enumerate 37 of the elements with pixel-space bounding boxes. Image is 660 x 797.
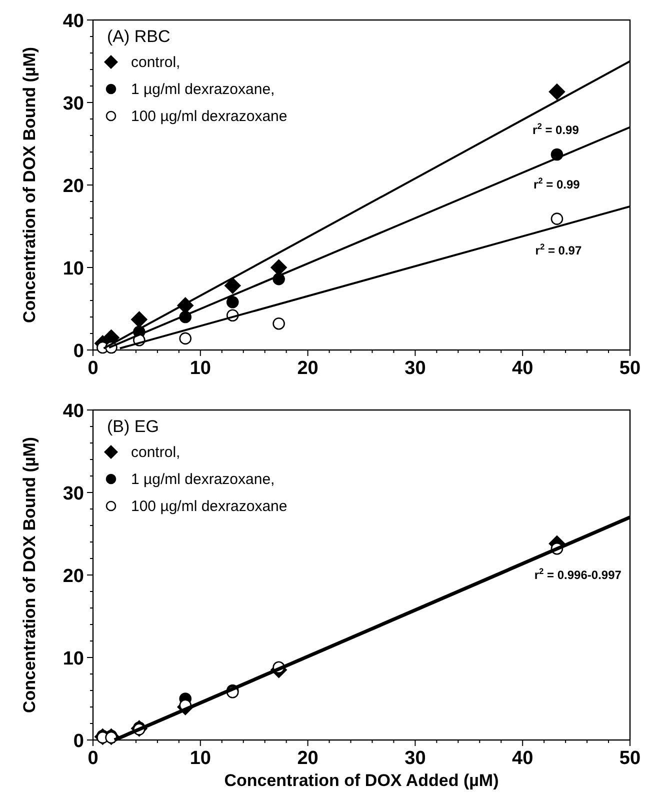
y-tick-label: 30 [62, 94, 84, 114]
x-tick-label: 50 [619, 748, 641, 769]
annotation: r$^{2}$ = 0.97 [535, 242, 582, 258]
legend-label: 1 µg/ml dexrazoxane, [131, 471, 275, 488]
chart-title: (A) RBC [107, 27, 170, 46]
x-axis-title: Concentration of DOX Added (µM) [224, 771, 499, 790]
x-tick-label: 0 [88, 748, 98, 769]
x-tick-label: 30 [404, 748, 426, 769]
x-tick-label: 20 [297, 358, 318, 379]
y-axis-title: Concentration of DOX Bound (µM) [20, 436, 39, 714]
x-tick-label: 30 [404, 358, 426, 379]
x-tick-label: 40 [512, 748, 534, 769]
y-tick-label: 10 [62, 648, 84, 670]
legend-label: 100 µg/ml dexrazoxane [131, 108, 288, 125]
annotation: r$^{2}$ = 0.996-0.997 [534, 566, 622, 582]
y-axis-title: Concentration of DOX Bound (µM) [20, 46, 39, 324]
y-tick-label: 20 [62, 176, 84, 197]
x-tick-label: 50 [619, 358, 641, 379]
y-tick-label: 30 [62, 484, 84, 504]
legend-label: 1 µg/ml dexrazoxane, [131, 81, 275, 98]
x-tick-label: 0 [88, 358, 98, 379]
annotation: r$^{2}$ = 0.99 [532, 121, 580, 138]
x-tick-label: 20 [297, 748, 318, 769]
y-tick-label: 0 [73, 731, 84, 752]
annotation: r$^{2}$ = 0.99 [533, 176, 580, 192]
y-tick-label: 40 [62, 11, 84, 32]
y-tick-label: 20 [62, 566, 84, 587]
y-tick-label: 0 [73, 341, 84, 362]
legend-label: 100 µg/ml dexrazoxane [131, 498, 288, 515]
y-tick-label: 10 [62, 258, 84, 280]
chart-title: (B) EG [107, 417, 159, 436]
y-tick-label: 40 [62, 401, 84, 422]
legend-label: control, [131, 54, 180, 71]
x-tick-label: 10 [190, 748, 211, 769]
x-tick-label: 10 [190, 358, 211, 379]
x-tick-label: 40 [512, 358, 534, 379]
legend-label: control, [131, 444, 180, 461]
